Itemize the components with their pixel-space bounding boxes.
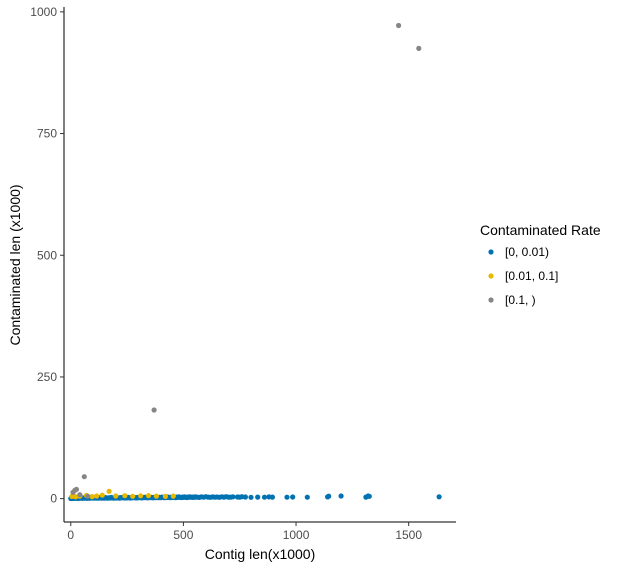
point-series-0	[326, 493, 332, 499]
point-series-2	[81, 474, 87, 480]
point-series-2	[85, 493, 91, 499]
point-series-0	[255, 494, 261, 500]
x-axis-title: Contig len(x1000)	[205, 546, 316, 562]
point-series-1	[138, 493, 144, 499]
legend-label-series-0: [0, 0.01)	[505, 245, 549, 259]
y-tick-label: 750	[37, 127, 57, 141]
legend-title: Contaminated Rate	[480, 222, 601, 238]
legend-key-series-2	[488, 297, 494, 303]
point-series-1	[99, 492, 105, 498]
y-axis-title: Contaminated len (x1000)	[7, 184, 23, 345]
legend-key-series-1	[488, 273, 494, 279]
data-points	[68, 22, 442, 502]
point-series-0	[338, 493, 344, 499]
x-tick-label: 0	[67, 528, 74, 542]
point-series-0	[284, 494, 290, 500]
point-series-1	[94, 493, 100, 499]
legend-key-series-0	[488, 249, 494, 255]
point-series-0	[230, 494, 236, 500]
point-series-1	[113, 493, 119, 499]
point-series-2	[77, 492, 83, 498]
legend-label-series-1: [0.01, 0.1]	[505, 269, 558, 283]
axes	[63, 7, 456, 523]
point-series-0	[269, 494, 275, 500]
legend: Contaminated Rate [0, 0.01)[0.01, 0.1][0…	[480, 222, 601, 307]
point-series-0	[290, 494, 296, 500]
point-series-0	[242, 494, 248, 500]
point-series-2	[151, 407, 157, 413]
point-series-2	[73, 486, 79, 492]
point-series-0	[436, 494, 442, 500]
point-series-0	[248, 494, 254, 500]
y-tick-label: 250	[37, 370, 57, 384]
x-tick-label: 500	[173, 528, 193, 542]
point-series-1	[73, 494, 79, 500]
x-tick-label: 1500	[395, 528, 422, 542]
point-series-0	[304, 494, 310, 500]
point-series-1	[145, 493, 152, 499]
point-series-0	[261, 494, 268, 500]
legend-items: [0, 0.01) [0.01, 0.1] [0.1, )	[488, 245, 558, 307]
point-series-1	[170, 493, 176, 499]
point-series-2	[416, 45, 422, 52]
point-series-1	[162, 493, 168, 499]
point-series-2	[396, 22, 402, 29]
y-tick-label: 1000	[30, 5, 57, 19]
y-tick-label: 500	[37, 248, 57, 262]
y-tick-label: 0	[50, 492, 57, 506]
ticks: 0 500 1000 1500 0 250 500 750 1000	[30, 5, 422, 542]
point-series-1	[106, 488, 112, 494]
point-series-1	[130, 493, 136, 499]
point-series-0	[366, 493, 372, 499]
point-series-1	[153, 493, 159, 499]
point-series-1	[89, 494, 95, 500]
legend-label-series-2: [0.1, )	[505, 293, 536, 307]
point-series-1	[122, 493, 128, 499]
x-tick-label: 1000	[283, 528, 310, 542]
